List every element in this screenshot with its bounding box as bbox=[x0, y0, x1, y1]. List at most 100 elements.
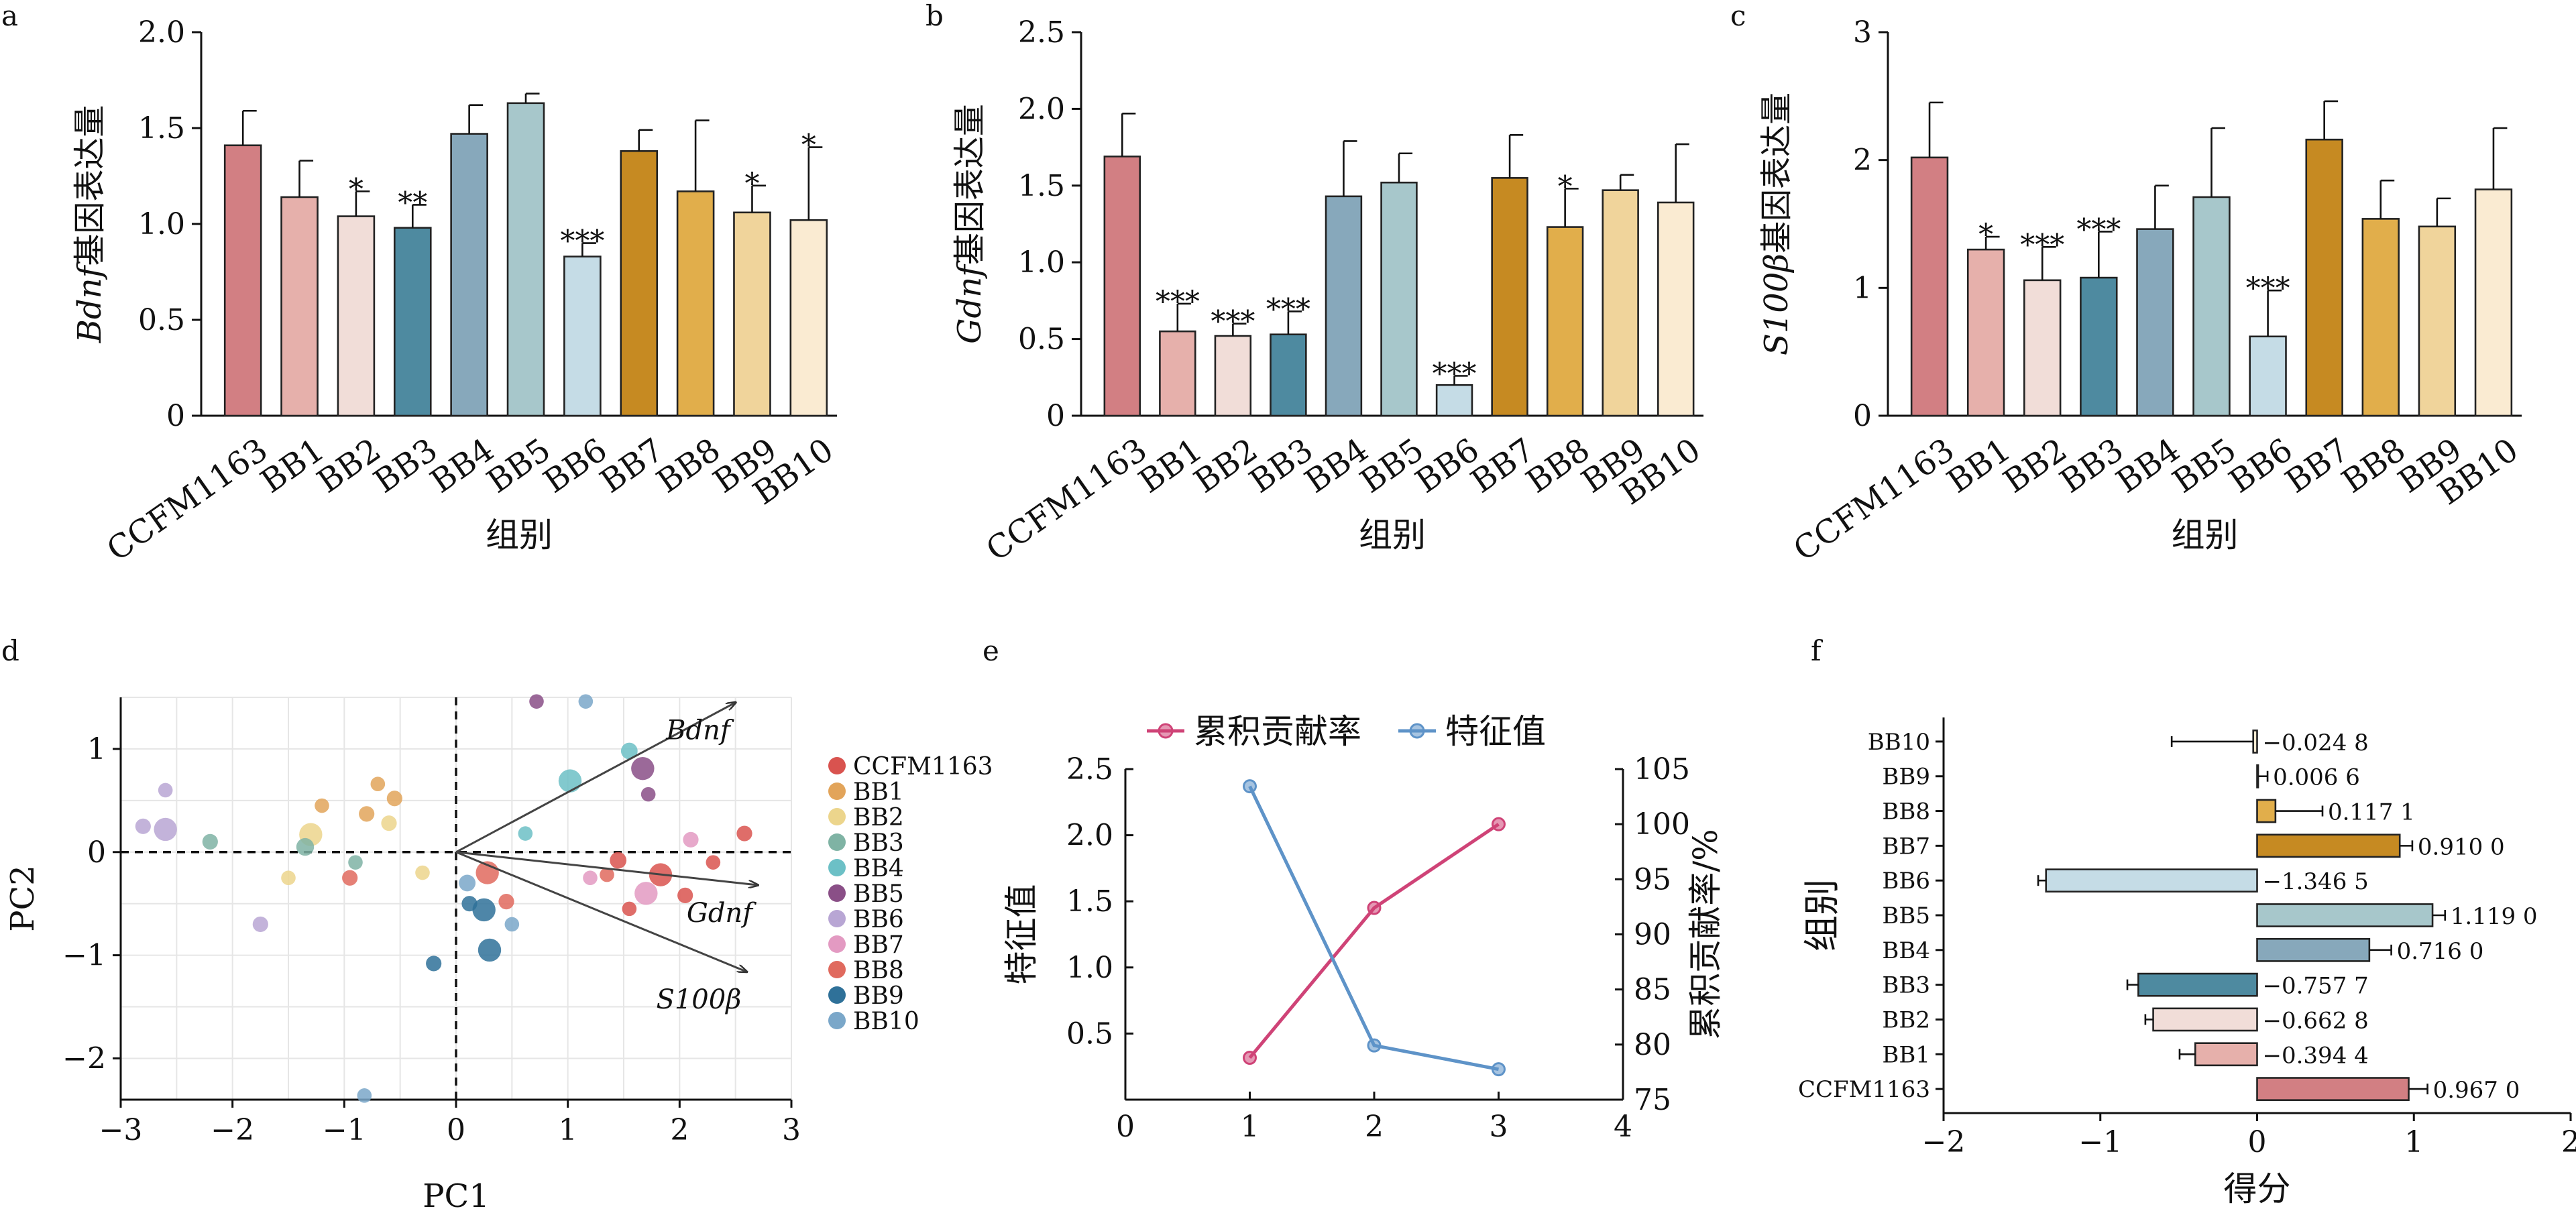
score-value-label: 0.716 0 bbox=[2397, 938, 2484, 965]
legend-label: BB4 bbox=[853, 855, 904, 882]
y-tick-label: BB5 bbox=[1882, 903, 1930, 929]
y-tick-label: BB4 bbox=[1882, 937, 1930, 964]
data-point-bb10 bbox=[578, 694, 594, 709]
panel-letter-e: e bbox=[983, 634, 999, 667]
y-tick-label: 2.0 bbox=[138, 15, 185, 50]
bar-bb8 bbox=[2361, 218, 2400, 417]
score-bar-bb4 bbox=[2256, 937, 2371, 962]
series-line-0 bbox=[1248, 823, 1500, 1059]
data-point-bb8 bbox=[342, 870, 358, 886]
significance-mark: *** bbox=[2246, 272, 2290, 306]
legend-marker bbox=[828, 783, 846, 800]
score-bar-bb2 bbox=[2152, 1007, 2258, 1032]
x-tick-label: 3 bbox=[1490, 1110, 1508, 1144]
loading-vector-label: Bdnf bbox=[665, 715, 734, 746]
y-tick-label: −1 bbox=[62, 939, 106, 973]
y-tick-label: 3 bbox=[1853, 15, 1872, 50]
score-value-label: −0.394 4 bbox=[2263, 1042, 2369, 1069]
bar-bb8 bbox=[1546, 226, 1584, 417]
right-y-tick-label: 90 bbox=[1634, 918, 1671, 952]
score-bar-bb10 bbox=[2252, 730, 2258, 754]
significance-mark: * bbox=[744, 167, 759, 201]
y-tick-label: 2 bbox=[1853, 143, 1872, 178]
loading-vector-1 bbox=[455, 851, 758, 885]
left-y-tick-label: 1.5 bbox=[1066, 884, 1113, 919]
legend-label: BB6 bbox=[853, 906, 904, 933]
y-tick-label: BB9 bbox=[1882, 764, 1930, 791]
significance-mark: * bbox=[1978, 218, 1993, 252]
bar-bb6 bbox=[2249, 335, 2287, 417]
left-y-tick-label: 2.0 bbox=[1066, 819, 1113, 853]
data-point-bb6 bbox=[252, 916, 268, 933]
legend-marker bbox=[828, 1012, 846, 1029]
bar-bb1 bbox=[280, 196, 319, 417]
score-bar-ccfm1163 bbox=[2256, 1077, 2410, 1101]
y-axis-label-text: 基因表达量 bbox=[71, 105, 109, 266]
y-tick-label: 1.5 bbox=[138, 111, 185, 146]
score-value-label: 0.006 6 bbox=[2273, 764, 2360, 791]
data-point-bb1 bbox=[359, 806, 375, 822]
y-tick-label: BB10 bbox=[1868, 729, 1930, 756]
data-point-bb10 bbox=[459, 874, 476, 892]
score-value-label: −0.024 8 bbox=[2263, 730, 2369, 756]
x-tick-label: −1 bbox=[2078, 1125, 2122, 1159]
legend-marker bbox=[828, 910, 846, 927]
y-tick-label: 0.5 bbox=[1018, 323, 1065, 357]
series-line-1 bbox=[1248, 785, 1499, 1071]
data-point-bb9 bbox=[461, 896, 478, 912]
y-tick-label: 1 bbox=[87, 732, 106, 766]
data-point-bb1 bbox=[370, 776, 386, 792]
left-y-tick-label: 2.5 bbox=[1066, 752, 1113, 787]
panel-letter-f: f bbox=[1811, 634, 1824, 667]
y-axis-label-gene: Gdnf bbox=[951, 260, 989, 344]
bar-bb1 bbox=[1159, 330, 1196, 417]
legend-marker bbox=[828, 935, 846, 953]
legend-label: BB9 bbox=[853, 982, 904, 1010]
data-point-bb9 bbox=[478, 938, 502, 962]
y-axis-label: Gdnf基因表达量 bbox=[951, 104, 989, 344]
score-bar-bb5 bbox=[2256, 903, 2434, 927]
right-y-tick-label: 100 bbox=[1634, 807, 1690, 842]
data-point-bb7 bbox=[634, 882, 658, 905]
data-point-bb6 bbox=[158, 783, 173, 798]
x-tick-label: 0 bbox=[2248, 1125, 2267, 1159]
right-y-tick-label: 85 bbox=[1634, 973, 1671, 1007]
y-axis-label: S100β基因表达量 bbox=[1758, 93, 1795, 355]
x-tick-label: 3 bbox=[782, 1113, 801, 1147]
y-tick-label: CCFM1163 bbox=[1798, 1076, 1930, 1103]
y-tick-label: 1.0 bbox=[1018, 245, 1065, 280]
data-point-bb6 bbox=[135, 818, 151, 834]
y-axis-label-gene: Bdnf bbox=[71, 261, 109, 343]
y-tick-label: 1.5 bbox=[1018, 169, 1065, 203]
score-value-label: 0.117 1 bbox=[2328, 799, 2415, 826]
score-bar-bb7 bbox=[2256, 833, 2401, 858]
x-axis-label: 组别 bbox=[2172, 516, 2239, 555]
x-axis-label: 得分 bbox=[2224, 1169, 2291, 1208]
loading-vector-0 bbox=[455, 703, 736, 854]
bar-bb5 bbox=[1380, 181, 1418, 417]
x-tick-label: CCFM1163 bbox=[100, 431, 274, 569]
bar-bb5 bbox=[2192, 196, 2231, 417]
x-tick-label: CCFM1163 bbox=[1787, 431, 1961, 569]
data-point-bb10 bbox=[504, 917, 520, 932]
x-tick-label: 2 bbox=[2561, 1125, 2576, 1159]
score-bar-bb3 bbox=[2137, 972, 2258, 997]
y-axis-label: PC2 bbox=[4, 865, 42, 932]
bar-bb2 bbox=[2023, 279, 2062, 417]
legend-marker bbox=[828, 884, 846, 902]
bar-bb9 bbox=[2418, 225, 2457, 417]
significance-mark: * bbox=[349, 172, 363, 207]
x-tick-label: 4 bbox=[1614, 1110, 1632, 1144]
data-point-ccfm1163 bbox=[610, 852, 627, 869]
bar-bb8 bbox=[676, 190, 715, 417]
data-point-bb6 bbox=[154, 817, 177, 842]
y-tick-label: 0 bbox=[166, 399, 185, 433]
y-tick-label: 0 bbox=[1046, 399, 1065, 433]
right-y-tick-label: 105 bbox=[1634, 752, 1690, 787]
panel-letter-d: d bbox=[1, 634, 19, 667]
data-point-bb9 bbox=[472, 898, 496, 922]
panel-d-pca-biplot: −3 −2 −1 0 1 2 3 −2 −1 0 1 PC1 PC2 Bdnf Gdnf S100β CCFM1… bbox=[4, 694, 993, 1215]
data-point-bb7 bbox=[583, 870, 598, 886]
x-tick-label: −3 bbox=[99, 1113, 143, 1147]
data-point-bb4 bbox=[558, 769, 582, 793]
